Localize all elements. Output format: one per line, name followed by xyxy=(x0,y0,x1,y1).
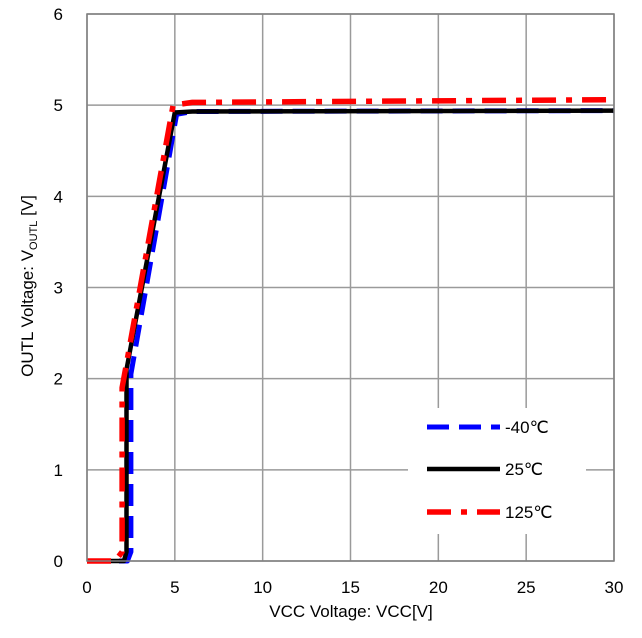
legend: -40℃ 25℃ 125℃ xyxy=(408,408,586,534)
series-line-2 xyxy=(87,96,615,564)
y-axis-title: OUTL Voltage: VOUTL [V] xyxy=(18,195,40,377)
y-tick-label: 1 xyxy=(54,461,63,480)
x-axis-title: VCC Voltage: VCC[V] xyxy=(269,602,432,621)
y-tick-label: 0 xyxy=(54,552,63,571)
plot-border xyxy=(86,13,615,562)
x-tick-label: 5 xyxy=(170,578,179,597)
y-tick-label: 6 xyxy=(54,5,63,24)
y-axis-title-suffix: [V] xyxy=(18,195,37,221)
y-axis-title-prefix: OUTL Voltage: V xyxy=(18,249,37,377)
x-tick-label: 25 xyxy=(517,578,536,597)
y-axis-title-subscript: OUTL xyxy=(28,221,40,250)
x-tick-labels: 0 5 10 15 20 25 30 xyxy=(82,578,623,597)
y-tick-label: 2 xyxy=(54,370,63,389)
legend-label-0: -40℃ xyxy=(505,418,549,437)
legend-label-1: 25℃ xyxy=(505,460,543,479)
x-tick-label: 15 xyxy=(341,578,360,597)
y-tick-label: 5 xyxy=(54,96,63,115)
y-tick-label: 4 xyxy=(54,187,63,206)
x-tick-label: 0 xyxy=(82,578,91,597)
x-tick-label: 20 xyxy=(429,578,448,597)
y-tick-label: 3 xyxy=(54,279,63,298)
y-tick-labels: 0 1 2 3 4 5 6 xyxy=(54,5,63,571)
x-tick-label: 30 xyxy=(605,578,624,597)
x-tick-label: 10 xyxy=(253,578,272,597)
legend-label-2: 125℃ xyxy=(505,503,552,522)
